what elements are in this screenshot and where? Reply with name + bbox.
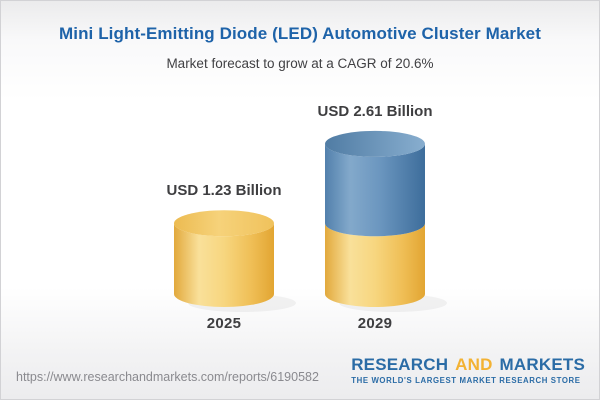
page-subtitle: Market forecast to grow at a CAGR of 20.… bbox=[166, 56, 434, 71]
x-axis-label-2029: 2029 bbox=[357, 315, 393, 332]
x-axis-label-2025: 2025 bbox=[206, 315, 242, 332]
page-title: Mini Light-Emitting Diode (LED) Automoti… bbox=[58, 24, 541, 43]
bar-value-label-2025: USD 1.23 Billion bbox=[166, 182, 282, 200]
logo-word-research: RESEARCH bbox=[351, 355, 449, 374]
logo-tagline: THE WORLD'S LARGEST MARKET RESEARCH STOR… bbox=[351, 375, 581, 385]
logo-word-and: AND bbox=[455, 355, 493, 374]
logo-wordmark: RESEARCH AND MARKETS bbox=[351, 356, 585, 374]
bar-value-label-2029: USD 2.61 Billion bbox=[317, 102, 433, 120]
report-url: https://www.researchandmarkets.com/repor… bbox=[16, 370, 319, 384]
logo-word-markets: MARKETS bbox=[499, 355, 585, 374]
research-and-markets-logo: RESEARCH AND MARKETS THE WORLD'S LARGEST… bbox=[351, 356, 585, 385]
